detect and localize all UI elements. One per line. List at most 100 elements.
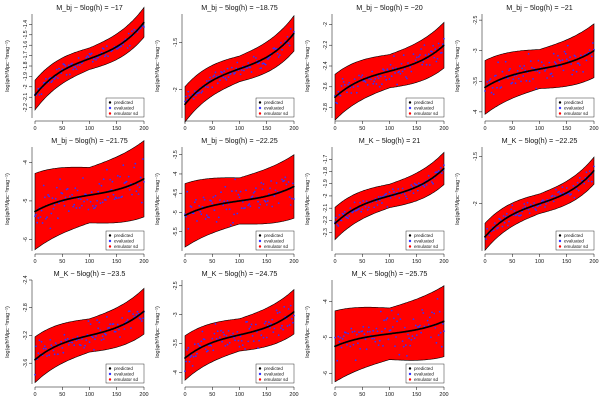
chart-svg: M_K − 5log(h) = −22.25 log(φ/h³Mpc⁻³mag⁻¹…: [455, 136, 599, 265]
evaluated-point: [395, 336, 397, 338]
chart-svg: M_bj − 5log(h) = −21 log(φ/h³Mpc⁻³mag⁻¹) 0…: [455, 3, 599, 132]
evaluated-point: [234, 178, 236, 181]
x-tick-label: 50: [509, 126, 515, 132]
evaluated-point: [405, 195, 407, 198]
legend-marker: [258, 101, 262, 104]
y-axis-label: log(φ/h³Mpc⁻³mag⁻¹): [305, 173, 311, 225]
evaluated-point: [40, 93, 43, 95]
evaluated-point: [352, 210, 355, 213]
evaluated-point: [184, 100, 186, 103]
evaluated-point: [532, 78, 534, 80]
evaluated-point: [336, 223, 339, 226]
legend-label: emulator sd: [114, 244, 138, 249]
evaluated-point: [203, 198, 206, 201]
evaluated-point: [45, 217, 47, 220]
x-tick-label: 200: [589, 259, 598, 265]
evaluated-point: [342, 81, 345, 83]
evaluated-point: [577, 189, 580, 192]
evaluated-point: [391, 326, 394, 328]
evaluated-point: [414, 324, 417, 327]
evaluated-point: [222, 204, 225, 207]
evaluated-point: [443, 164, 445, 166]
evaluated-point: [511, 81, 514, 84]
y-tick-label: -1.5: [23, 30, 29, 39]
evaluated-point: [91, 205, 94, 207]
evaluated-point: [232, 221, 234, 224]
evaluated-point: [195, 198, 197, 201]
evaluated-point: [418, 182, 420, 185]
evaluated-point: [292, 182, 294, 185]
legend-marker: [108, 378, 112, 381]
evaluated-point: [83, 346, 85, 349]
evaluated-point: [430, 336, 432, 339]
evaluated-point: [521, 67, 523, 70]
evaluated-point: [219, 199, 221, 201]
evaluated-point: [415, 56, 418, 59]
evaluated-point: [538, 71, 541, 74]
evaluated-point: [486, 227, 489, 230]
x-tick-label: 0: [183, 392, 186, 398]
evaluated-point: [215, 337, 218, 340]
evaluated-point: [37, 352, 40, 355]
evaluated-point: [287, 42, 290, 44]
evaluated-point: [134, 162, 137, 165]
y-tick-label: -2: [173, 87, 179, 92]
chart-svg: M_K − 5log(h) = −24.75 log(φ/h³Mpc⁻³mag⁻¹…: [155, 269, 299, 398]
evaluated-point: [283, 179, 286, 182]
x-tick-label: 0: [33, 259, 36, 265]
evaluated-point: [376, 330, 379, 333]
x-tick-label: 150: [262, 259, 271, 265]
evaluated-point: [377, 344, 380, 346]
evaluated-point: [553, 61, 556, 63]
evaluated-point: [347, 332, 349, 335]
evaluated-point: [143, 26, 145, 28]
legend-marker: [108, 372, 112, 376]
evaluated-point: [555, 62, 557, 65]
evaluated-point: [87, 320, 90, 322]
evaluated-point: [202, 196, 205, 199]
evaluated-point: [103, 55, 106, 58]
evaluated-point: [412, 53, 415, 55]
evaluated-point: [440, 345, 443, 348]
evaluated-point: [385, 318, 388, 321]
x-tick-label: 100: [535, 126, 544, 132]
y-tick-label: -2.6: [323, 82, 329, 91]
evaluated-point: [287, 181, 290, 183]
evaluated-point: [364, 205, 367, 208]
evaluated-point: [283, 305, 286, 308]
evaluated-point: [271, 318, 274, 321]
evaluated-point: [526, 201, 529, 204]
predicted-point: [292, 185, 295, 188]
evaluated-point: [516, 70, 519, 72]
evaluated-point: [340, 346, 343, 349]
evaluated-point: [132, 313, 135, 315]
evaluated-point: [361, 208, 364, 210]
evaluated-point: [221, 71, 223, 74]
evaluated-point: [188, 360, 191, 363]
evaluated-point: [186, 349, 189, 351]
x-tick-label: 150: [412, 259, 421, 265]
evaluated-point: [46, 355, 48, 357]
evaluated-point: [501, 225, 504, 228]
evaluated-point: [219, 336, 221, 339]
evaluated-point: [529, 204, 532, 206]
evaluated-point: [545, 203, 547, 205]
evaluated-point: [537, 204, 540, 207]
evaluated-point: [257, 200, 259, 203]
evaluated-point: [89, 323, 92, 326]
evaluated-point: [378, 339, 381, 342]
evaluated-point: [425, 184, 428, 186]
legend-label: predicted: [564, 100, 583, 105]
x-tick-label: 50: [359, 259, 365, 265]
evaluated-point: [496, 86, 498, 89]
evaluated-point: [396, 83, 398, 86]
evaluated-point: [501, 70, 504, 73]
evaluated-point: [52, 349, 55, 352]
evaluated-point: [39, 216, 42, 218]
evaluated-point: [379, 75, 382, 78]
y-tick-label: -1.6: [23, 41, 29, 50]
evaluated-point: [126, 47, 129, 49]
evaluated-point: [100, 184, 103, 187]
evaluated-point: [572, 69, 575, 72]
evaluated-point: [381, 202, 383, 204]
